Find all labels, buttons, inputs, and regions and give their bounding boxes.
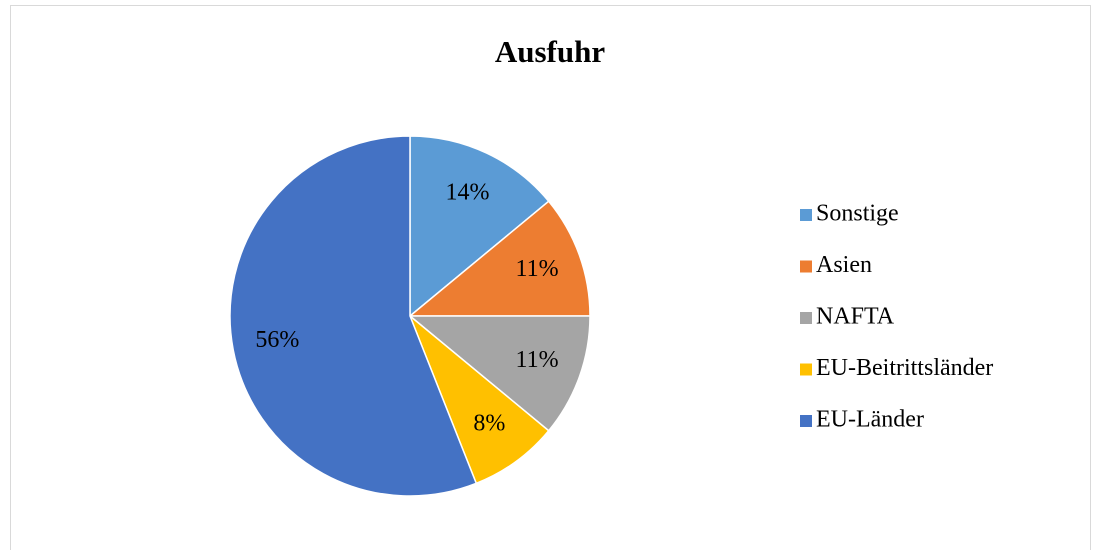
- data-label: 14%: [445, 179, 489, 205]
- pie-slice: [409, 315, 550, 485]
- pie-slice: [409, 135, 550, 318]
- chart-title: Ausfuhr: [495, 34, 605, 69]
- legend-marker: [800, 209, 812, 221]
- data-label: 56%: [255, 327, 299, 353]
- pie-slice: [229, 135, 478, 497]
- legend-marker: [800, 312, 812, 324]
- legend-marker: [800, 415, 812, 427]
- data-label: 8%: [473, 411, 505, 437]
- data-label: 11%: [515, 256, 558, 282]
- data-label: 11%: [515, 347, 558, 373]
- pie-slice: [407, 200, 591, 317]
- legend-marker: [800, 363, 812, 376]
- legend-label: NAFTA: [816, 304, 895, 330]
- legend-label: Sonstige: [816, 201, 899, 227]
- pie-slice: [407, 315, 591, 432]
- legend-label: EU-Beitrittsländer: [816, 355, 993, 381]
- legend-label: EU-Länder: [816, 407, 924, 433]
- legend-marker: [800, 260, 812, 273]
- legend-label: Asien: [816, 252, 872, 278]
